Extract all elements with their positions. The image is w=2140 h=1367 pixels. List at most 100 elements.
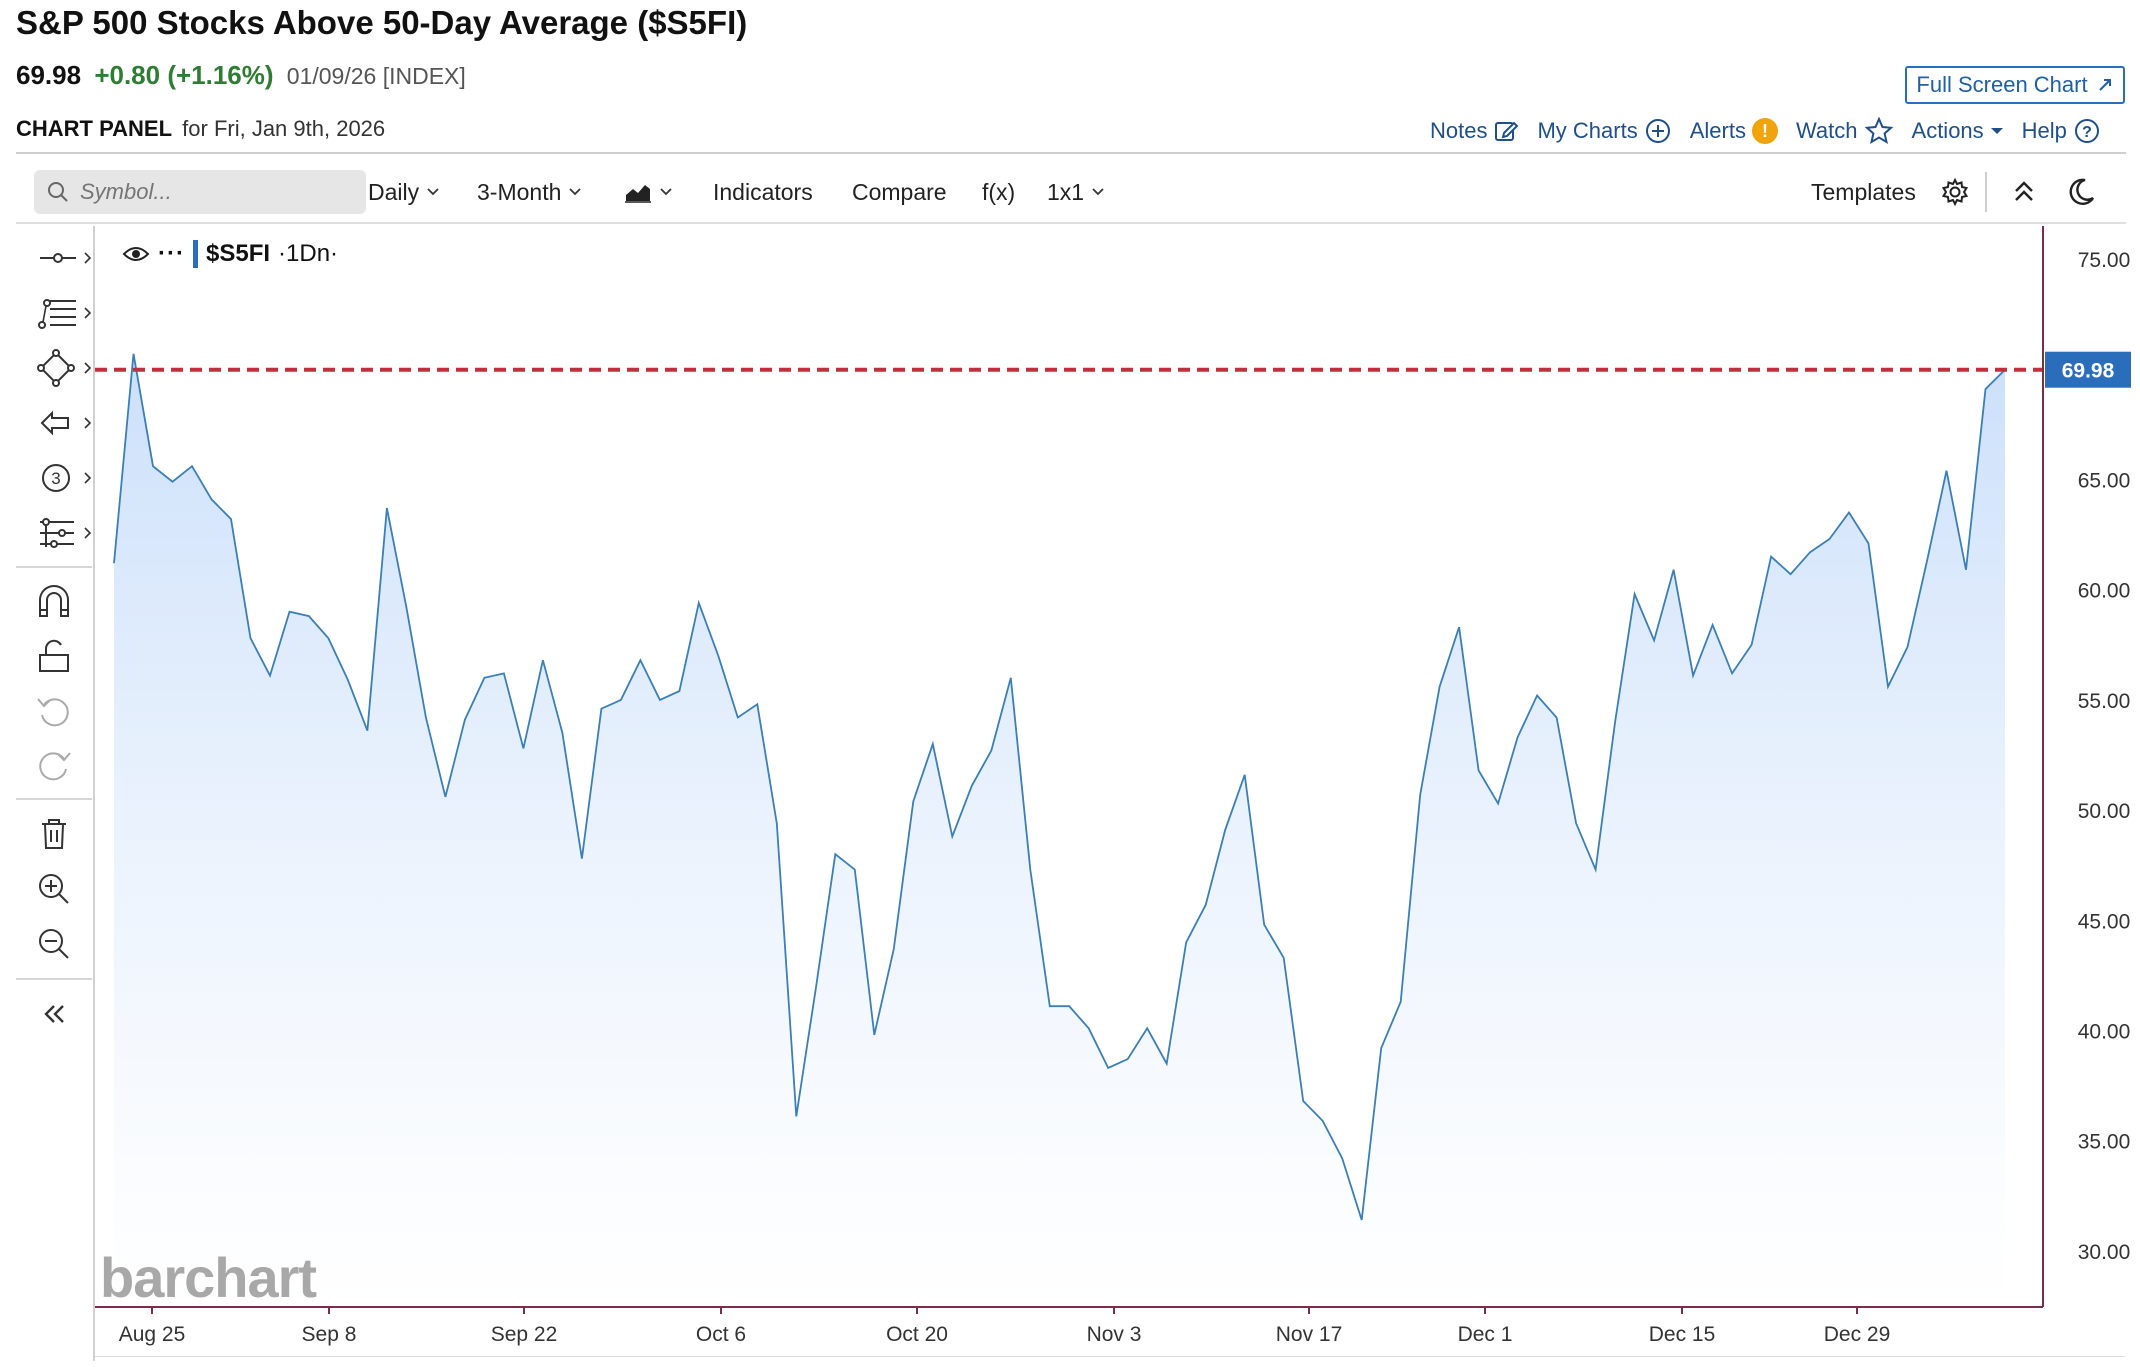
magnet-button[interactable] [34,582,94,622]
price-chart[interactable] [95,226,2045,1307]
watch-button[interactable]: Watch [1796,116,1894,146]
series-color-swatch [192,240,198,268]
time-tick-label: Sep 8 [302,1323,357,1346]
chart-toolbar: Daily 3-Month Indicators Compare f(x) 1x… [16,166,2126,218]
notes-label: Notes [1430,118,1488,143]
data-point [229,517,233,521]
data-point [989,749,993,753]
time-tick-label: Aug 25 [119,1323,186,1346]
actions-menu[interactable]: Actions [1912,118,2004,144]
data-point [1730,671,1734,675]
trash-icon [42,819,66,849]
line-tool-icon [40,252,92,264]
data-point [541,658,545,662]
full-screen-chart-button[interactable]: Full Screen Chart [1905,66,2125,104]
data-point [814,987,818,991]
collapse-up-icon [2015,181,2033,201]
chart-type-dropdown[interactable] [624,174,672,210]
collapse-tools-button[interactable] [34,994,94,1034]
time-axis[interactable]: Aug 25 Sep 8 Sep 22 Oct 6 Oct 20 Nov 3 Nov 17 D… [95,1308,2043,1356]
zoom-in-button[interactable] [34,869,94,909]
data-point [1106,1066,1110,1070]
data-point [1321,1119,1325,1123]
data-point [658,698,662,702]
chart-panel-label: CHART PANEL [16,116,173,141]
compare-button[interactable]: Compare [852,174,947,210]
notes-button[interactable]: Notes [1430,118,1519,144]
symbol-search-input[interactable] [78,178,342,206]
price-axis[interactable]: 75.00 65.00 60.00 55.00 50.00 45.00 40.00 35.00… [2044,226,2140,1307]
indicators-button[interactable]: Indicators [713,174,813,210]
data-point [833,852,837,856]
arrow-tool-icon [40,410,92,436]
collapse-header-button[interactable] [2011,174,2037,210]
count-tool-button[interactable]: 3 [34,458,94,498]
delete-drawings-button[interactable] [34,814,94,854]
data-point [1906,645,1910,649]
data-point [151,464,155,468]
time-tick-label: Sep 22 [491,1323,558,1346]
quote-row: 69.98 +0.80 (+1.16%) 01/09/26 [INDEX] [16,60,466,91]
star-icon [1864,116,1893,145]
alerts-button[interactable]: Alerts ! [1690,118,1778,144]
data-point [482,676,486,680]
chevron-down-icon [660,188,672,196]
pattern-tool-icon [40,518,92,548]
data-point [1574,821,1578,825]
my-charts-button[interactable]: My Charts [1537,117,1671,145]
function-button[interactable]: f(x) [982,174,1015,210]
dark-mode-button[interactable] [2066,174,2096,210]
shape-tool-button[interactable] [34,348,94,388]
data-point [1223,828,1227,832]
layout-dropdown[interactable]: 1x1 [1047,174,1104,210]
data-point [1301,1099,1305,1103]
settings-button[interactable] [1940,174,1970,210]
data-point [132,352,136,356]
data-point [1847,511,1851,515]
range-dropdown[interactable]: 3-Month [477,174,582,210]
series-legend[interactable]: ··· $S5FI ·1Dn· [122,240,338,268]
undo-button[interactable] [34,691,94,731]
lock-icon [39,639,69,672]
data-point [1886,685,1890,689]
fib-tool-button[interactable] [34,293,94,333]
interval-dropdown[interactable]: Daily [368,174,439,210]
data-point [1360,1218,1364,1222]
price-tick-label: 50.00 [2078,800,2131,823]
help-button[interactable]: Help ? [2022,117,2101,145]
data-point [1808,550,1812,554]
symbol-search[interactable] [34,170,366,214]
price-axis-line [2042,226,2044,1307]
data-point [1204,903,1208,907]
arrow-tool-button[interactable] [34,403,94,443]
actions-label: Actions [1911,118,1984,143]
data-point [502,671,506,675]
data-point [1672,568,1676,572]
templates-button[interactable]: Templates [1811,174,1916,210]
zoom-out-button[interactable] [34,924,94,964]
alert-icon: ! [1751,118,1778,144]
line-tool-button[interactable] [34,238,94,278]
lock-button[interactable] [34,637,94,677]
data-point [1243,773,1247,777]
layout-label: 1x1 [1047,178,1085,205]
data-point [1262,923,1266,927]
chevron-down-icon [1990,128,2003,134]
data-point [210,497,214,501]
expand-icon [2098,79,2111,91]
fib-tool-icon [38,299,92,329]
price-tick-label: 55.00 [2078,690,2131,713]
price-tick-label: 30.00 [2078,1241,2131,1264]
last-value-badge [2045,351,2131,388]
eye-icon[interactable] [122,244,150,264]
bottom-divider [95,1356,2125,1357]
redo-button[interactable] [34,745,94,785]
quote-meta: 01/09/26 [INDEX] [286,63,466,89]
data-point [112,561,116,565]
price-tick-label: 60.00 [2078,580,2131,603]
price-change: +0.80 (+1.16%) [94,60,274,90]
pattern-tool-button[interactable] [34,513,94,553]
more-icon[interactable]: ··· [158,240,185,267]
toolbar-divider [1985,172,1987,212]
data-point [1379,1046,1383,1050]
